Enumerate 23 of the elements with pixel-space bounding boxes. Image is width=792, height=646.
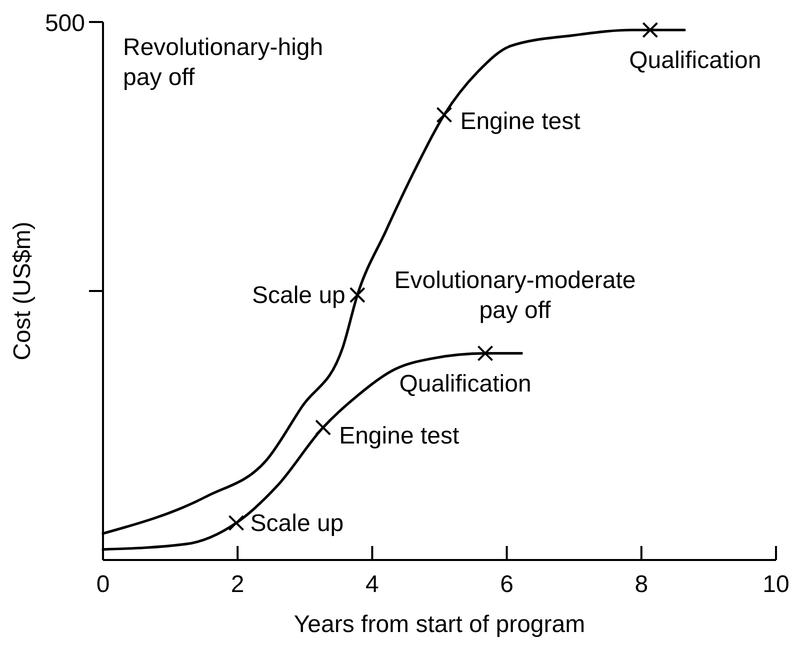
point: [315, 420, 332, 436]
x-tick-label: 10: [762, 571, 790, 598]
x-tick-label: 0: [96, 571, 110, 598]
point: [436, 106, 452, 123]
x-axis-title: Years from start of program: [294, 611, 586, 638]
annotation: Scale up: [250, 510, 344, 537]
y-axis-title: Cost (US$m): [9, 222, 36, 360]
point: [642, 22, 658, 38]
x-tick-label: 2: [230, 571, 244, 598]
x-tick-label: 4: [366, 571, 379, 598]
annotation: Qualification: [399, 370, 532, 398]
annotation: Engine test: [339, 422, 460, 450]
point: [228, 514, 244, 531]
annotation: Scale up: [252, 282, 346, 309]
annotation: Evolutionary-moderate pay off: [394, 267, 636, 324]
point: [477, 345, 494, 362]
x-tick-label: 6: [500, 571, 514, 598]
point: [349, 287, 366, 303]
annotation: Revolutionary-high pay off: [123, 34, 324, 91]
text: 500: [44, 10, 85, 37]
annotation: Engine test: [460, 108, 581, 135]
x-tick-label: 8: [634, 571, 648, 598]
annotation: Qualification: [629, 47, 762, 74]
